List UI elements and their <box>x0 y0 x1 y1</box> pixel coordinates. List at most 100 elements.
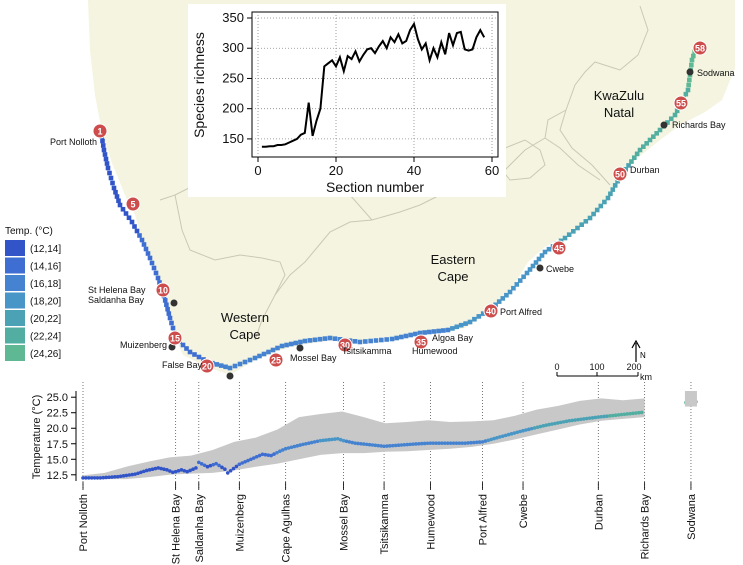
temperature-point <box>341 438 346 443</box>
temperature-point <box>89 476 94 480</box>
temperature-point <box>463 441 467 445</box>
species-richness-inset: 0 20 40 60 150 200 250 300 350 Section number Sp… <box>188 4 506 197</box>
border-kzn-south <box>544 109 601 181</box>
coast-cell <box>689 57 695 63</box>
section-marker-label: 5 <box>130 200 135 210</box>
section-marker-label: 15 <box>170 334 180 344</box>
coast-cell <box>472 316 477 322</box>
coast-cell <box>454 324 460 330</box>
section-marker <box>413 334 429 350</box>
north-arrow-head <box>631 339 641 349</box>
temp-y-tick-label: 22.5 <box>47 408 68 420</box>
coast-cell <box>298 339 303 345</box>
temperature-point <box>608 414 612 418</box>
coast-cell <box>317 336 323 342</box>
temperature-point <box>605 414 609 418</box>
coast-cell <box>517 278 523 283</box>
temperature-point <box>246 458 250 463</box>
temperature-point <box>625 412 630 416</box>
coast-cell <box>147 255 153 261</box>
temperature-point <box>133 472 137 476</box>
temperature-point <box>472 440 476 445</box>
temperature-point <box>431 441 436 445</box>
temperature-point <box>84 476 88 480</box>
coast-cell <box>530 263 536 269</box>
coast-cell <box>612 183 618 188</box>
temperature-point <box>139 470 143 475</box>
temperature-point <box>144 468 149 473</box>
legend-swatch <box>5 257 25 274</box>
coast-cell <box>126 215 132 221</box>
coast-cell <box>507 289 513 295</box>
temperature-point <box>266 453 271 457</box>
coast-cell <box>379 337 384 343</box>
coast-cell <box>687 77 692 83</box>
section-marker-label: 10 <box>158 286 168 296</box>
site-label: Tsitsikamma <box>379 493 391 554</box>
section-marker <box>483 303 499 319</box>
temperature-point <box>150 467 155 472</box>
section-marker-label: 35 <box>416 338 426 348</box>
temperature-point <box>252 456 256 460</box>
temperature-point <box>637 410 641 415</box>
site-label: St Helena Bay <box>171 494 183 565</box>
temperature-point <box>382 444 386 449</box>
temperature-point <box>327 437 331 442</box>
scale-unit: km <box>640 372 652 382</box>
place-algoa-bay: Algoa Bay <box>432 333 474 343</box>
temperature-point <box>350 440 355 445</box>
temp-y-ticks: 12.5 15.0 17.5 20.0 22.5 25.0 <box>47 392 76 482</box>
temperature-point <box>448 441 453 445</box>
coast-cell <box>605 195 611 201</box>
temperature-point <box>101 475 106 480</box>
site-dot <box>226 372 234 380</box>
temperature-point <box>107 475 111 480</box>
temp-y-tick-label: 20.0 <box>47 423 68 435</box>
place-tsitsikamma: Tsitsikamma <box>342 346 392 356</box>
temperature-point <box>231 466 236 471</box>
coast-cell <box>164 302 169 308</box>
place-durban: Durban <box>630 165 660 175</box>
temperature-panel: 12.5 15.0 17.5 20.0 22.5 25.0 Temperature (°C… <box>31 382 698 564</box>
temperature-point <box>573 418 577 422</box>
temperature-point <box>561 420 566 424</box>
temperature-point <box>587 416 592 420</box>
coast-cell <box>357 339 363 345</box>
temperature-point <box>217 463 221 468</box>
temperature-range-band <box>83 398 645 480</box>
coast-cell <box>192 352 197 357</box>
coast-cell <box>500 296 506 301</box>
coast-cell <box>352 339 358 344</box>
legend-label: (22,24] <box>30 332 61 343</box>
temperature-point <box>474 440 479 445</box>
site-label: Saldanha Bay <box>194 494 206 563</box>
coast-cell <box>399 334 404 340</box>
region-label-kzn-2: Natal <box>604 105 634 120</box>
temperature-point <box>466 441 470 445</box>
coast-cell <box>431 329 437 334</box>
coast-cell <box>598 203 604 209</box>
coast-cell <box>288 341 294 347</box>
section-marker-label: 25 <box>271 356 281 366</box>
temperature-point <box>208 463 213 468</box>
border-western-cape <box>159 194 286 296</box>
temperature-point <box>596 415 601 419</box>
temperature-point <box>240 461 245 465</box>
temperature-point <box>333 437 337 441</box>
temp-y-tick-label: 12.5 <box>47 470 68 482</box>
temperature-point <box>272 452 276 456</box>
coast-cell <box>247 357 253 363</box>
temperature-point <box>295 444 300 448</box>
coast-cell <box>270 347 276 353</box>
coast-cell <box>458 322 464 328</box>
coast-cell <box>546 246 552 252</box>
temperature-point <box>86 476 91 480</box>
north-label: N <box>640 351 646 360</box>
coast-cell <box>467 319 473 325</box>
coast-cell <box>275 345 280 351</box>
temperature-point <box>411 442 415 446</box>
temperature-point <box>379 444 383 448</box>
temperature-point <box>515 430 520 435</box>
temperature-point <box>524 428 528 432</box>
